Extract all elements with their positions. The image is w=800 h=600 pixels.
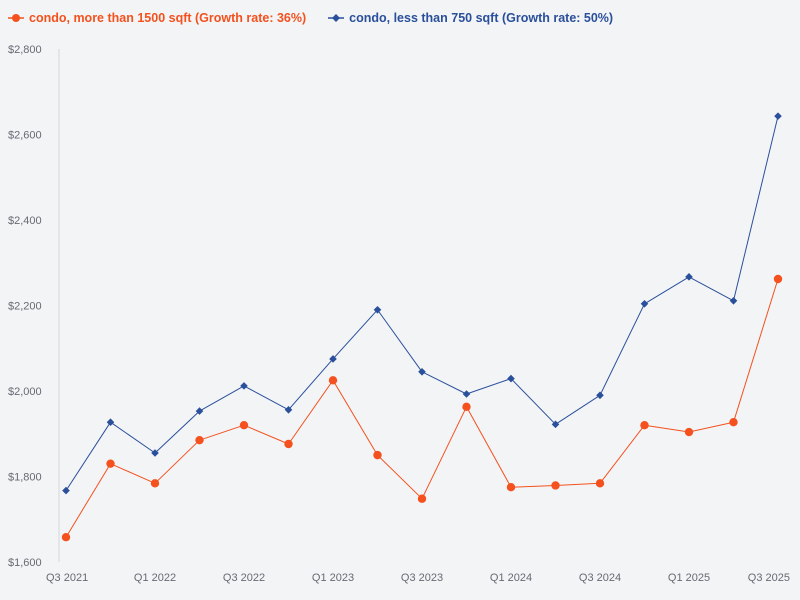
data-point-large-condo[interactable] [729,418,738,427]
data-point-small-condo[interactable] [774,112,782,120]
y-tick-label: $1,800 [8,472,42,484]
data-point-small-condo[interactable] [551,420,560,429]
data-point-large-condo[interactable] [150,479,160,488]
data-point-large-condo[interactable] [417,494,427,503]
y-tick-label: $2,400 [8,215,42,227]
x-tick-label: Q1 2024 [490,572,532,584]
x-tick-label: Q3 2025 [748,572,790,584]
data-point-small-condo[interactable] [462,390,471,398]
data-point-small-condo[interactable] [418,367,426,376]
data-point-small-condo[interactable] [151,449,159,457]
data-point-small-condo[interactable] [685,273,693,281]
data-point-large-condo[interactable] [328,376,338,385]
x-tick-label: Q1 2023 [312,572,354,584]
legend-label-small-condo: condo, less than 750 sqft (Growth rate: … [349,11,614,25]
data-point-large-condo[interactable] [551,481,560,490]
data-point-large-condo[interactable] [239,421,249,430]
legend-item-large-condo[interactable]: condo, more than 1500 sqft (Growth rate:… [8,11,306,25]
y-tick-label: $2,200 [8,301,42,313]
x-tick-label: Q3 2021 [46,572,88,584]
data-point-large-condo[interactable] [195,435,204,445]
data-point-small-condo[interactable] [507,374,515,383]
data-point-small-condo[interactable] [195,407,204,415]
data-point-large-condo[interactable] [595,479,605,488]
y-tick-label: $2,800 [8,44,42,56]
x-tick-label: Q3 2022 [223,572,265,584]
y-tick-label: $1,600 [8,557,42,569]
data-point-large-condo[interactable] [284,439,293,449]
data-point-small-condo[interactable] [62,486,70,495]
data-point-large-condo[interactable] [640,421,649,430]
data-point-small-condo[interactable] [729,296,738,305]
x-tick-label: Q3 2023 [401,572,443,584]
data-point-large-condo[interactable] [373,450,382,460]
data-point-large-condo[interactable] [462,402,471,412]
data-point-small-condo[interactable] [240,382,248,390]
data-point-large-condo[interactable] [506,482,516,492]
x-tick-label: Q1 2022 [134,572,176,584]
series-line-small-condo [65,115,779,491]
x-tick-label: Q3 2024 [579,572,621,584]
data-point-small-condo[interactable] [373,305,382,314]
y-tick-label: $2,000 [8,386,42,398]
circle-marker-icon [8,14,24,22]
legend-label-large-condo: condo, more than 1500 sqft (Growth rate:… [29,11,307,25]
diamond-marker-icon [328,14,345,22]
data-point-small-condo[interactable] [284,406,293,414]
legend: condo, more than 1500 sqft (Growth rate:… [8,9,613,27]
data-point-large-condo[interactable] [773,274,783,284]
data-point-large-condo[interactable] [684,427,694,437]
legend-item-small-condo[interactable]: condo, less than 750 sqft (Growth rate: … [328,11,613,25]
data-point-large-condo[interactable] [106,459,115,468]
data-point-small-condo[interactable] [329,355,337,363]
y-tick-label: $2,600 [8,130,42,142]
data-point-small-condo[interactable] [640,299,649,308]
data-point-large-condo[interactable] [61,533,71,542]
x-tick-label: Q1 2025 [668,572,710,584]
data-point-small-condo[interactable] [106,418,115,427]
data-point-small-condo[interactable] [596,391,604,400]
